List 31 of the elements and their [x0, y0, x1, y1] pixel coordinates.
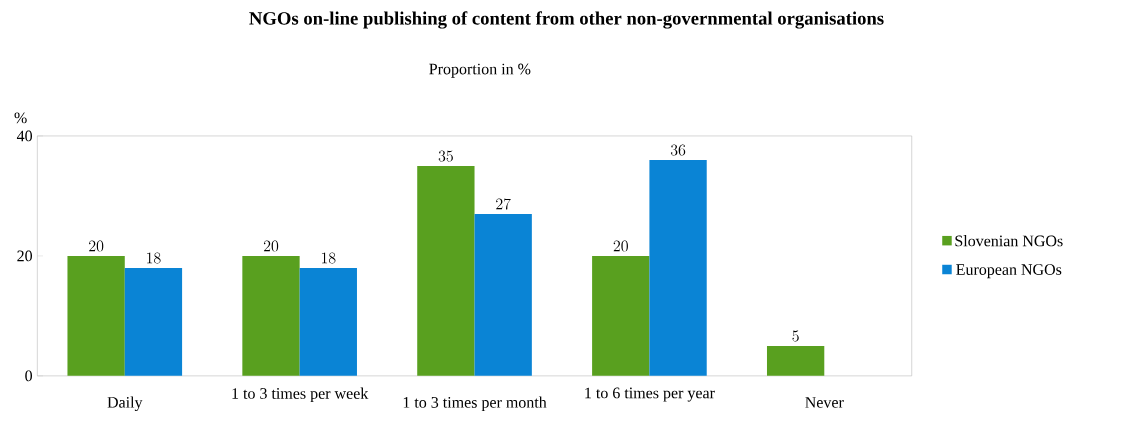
data-label: 27 [496, 198, 511, 210]
data-label: 5 [792, 330, 799, 342]
bar [242, 255, 300, 376]
bar [474, 213, 532, 376]
bar [124, 267, 183, 376]
data-label: 36 [670, 144, 686, 156]
x-tick-label: 1 to 3 times per week [232, 387, 369, 403]
legend-label: European NGOs [956, 264, 1062, 279]
data-label: 20 [613, 240, 628, 252]
bar [766, 345, 825, 376]
y-axis-title: % [14, 112, 27, 124]
y-tick-label: 0 [25, 370, 33, 382]
y-tick-label: 40 [16, 130, 33, 142]
x-tick-label: 1 to 6 times per year [585, 387, 715, 402]
bar [67, 255, 125, 376]
bar [649, 159, 707, 376]
data-label: 35 [438, 150, 453, 162]
chart-subtitle: Proportion in % [429, 63, 531, 78]
y-tick-label: 20 [17, 250, 33, 262]
chart-title: NGOs on-line publishing of content from other non-governmental organisations [249, 11, 884, 29]
data-label: 18 [147, 252, 161, 264]
bar [592, 255, 650, 376]
x-tick-label: Daily [107, 396, 143, 411]
legend-label: Slovenian NGOs [955, 234, 1063, 247]
data-label: 20 [89, 240, 104, 252]
bar [299, 267, 357, 376]
data-label: 18 [321, 252, 336, 264]
data-label: 20 [263, 240, 279, 252]
x-tick-label: 1 to 3 times per month [403, 396, 547, 411]
x-tick-label: Never [805, 397, 844, 408]
bar [417, 165, 475, 376]
